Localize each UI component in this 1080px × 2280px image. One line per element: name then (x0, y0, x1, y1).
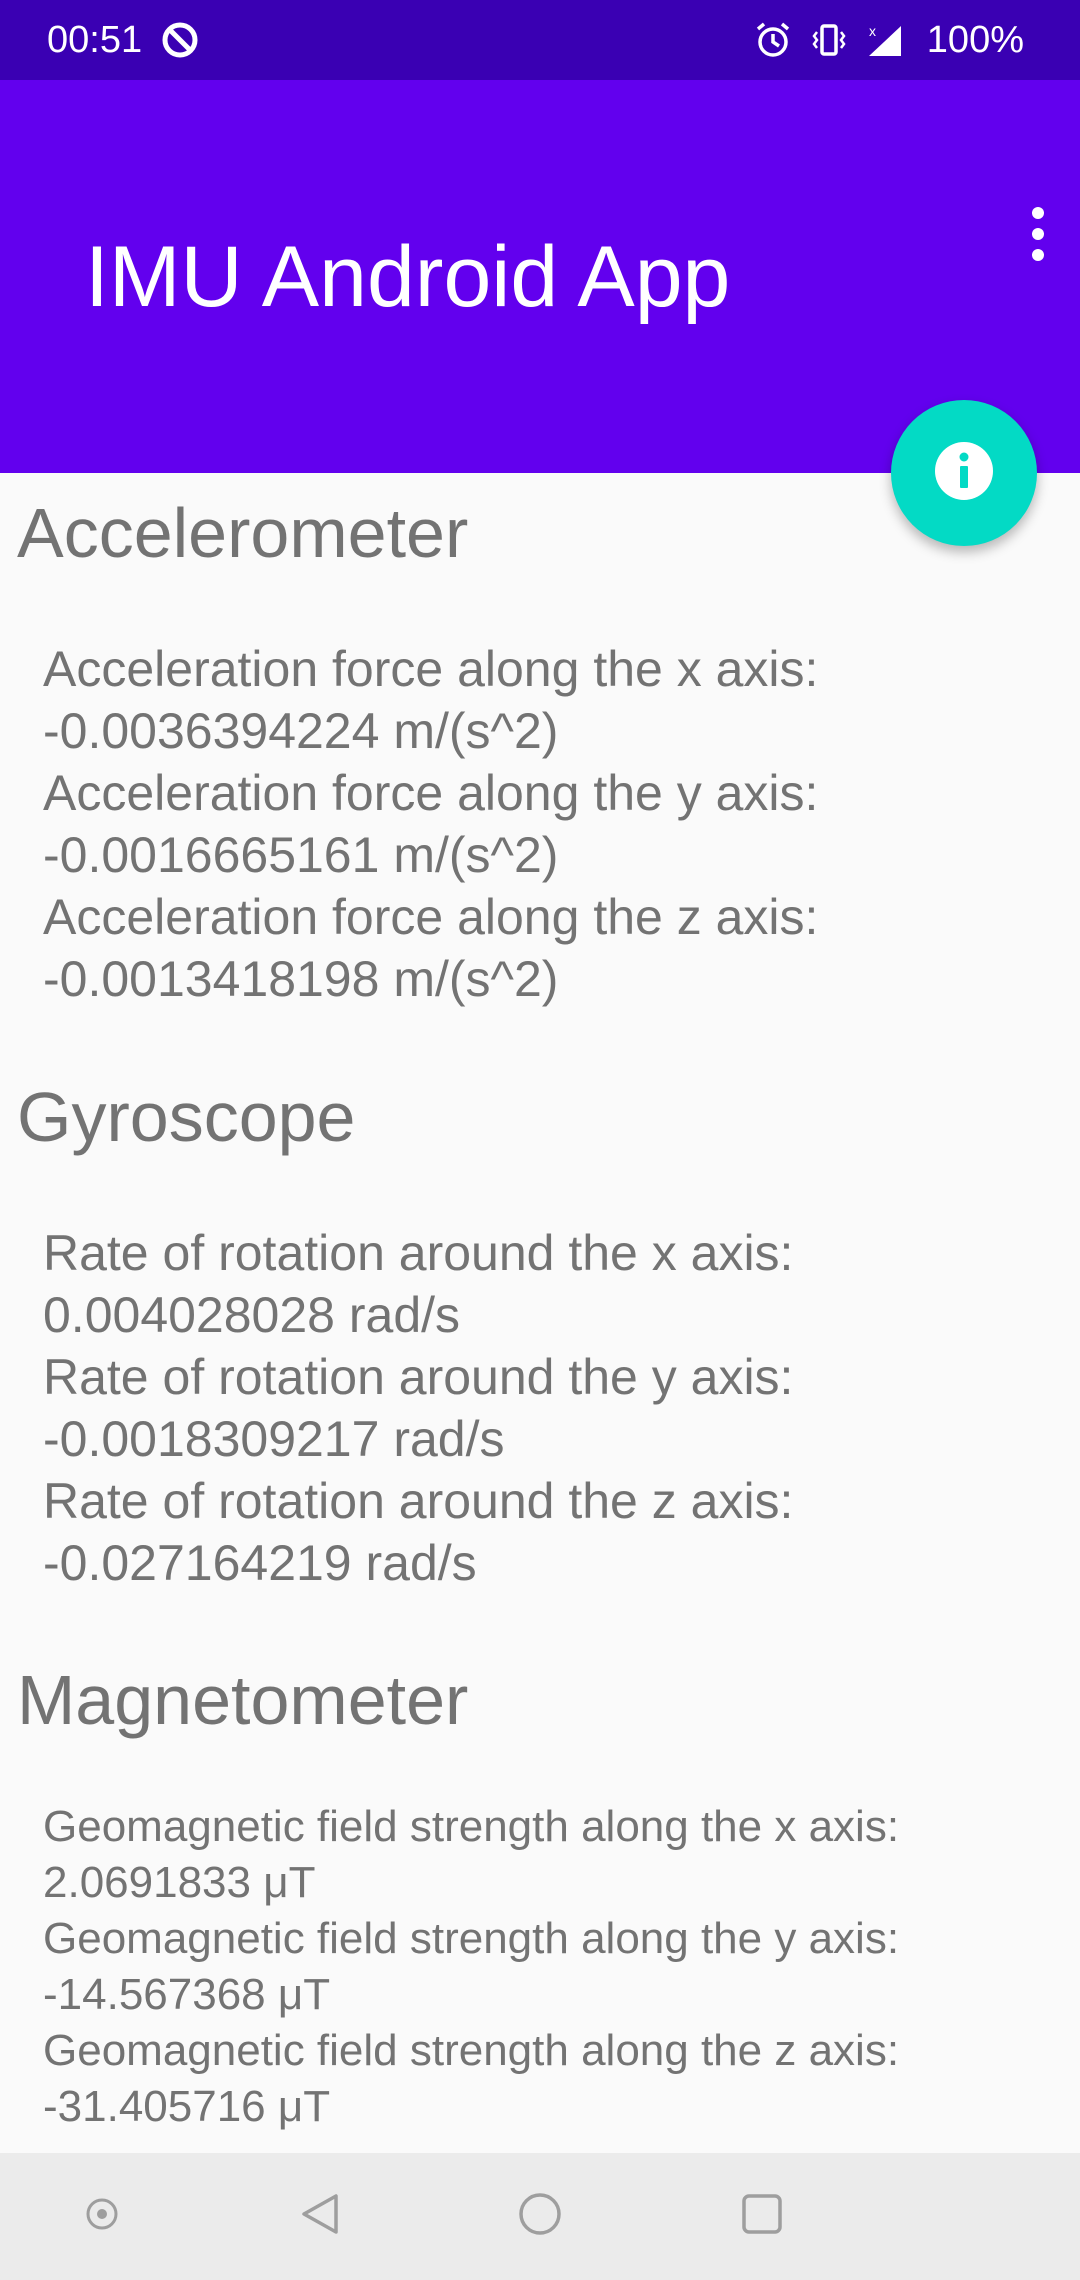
reading-label: Geomagnetic field strength along the y a… (43, 1914, 900, 1963)
gyroscope-y-reading: Rate of rotation around the y axis: -0.0… (43, 1346, 793, 1470)
reading-value: -0.0036394224 m/(s^2) (43, 703, 559, 759)
more-vert-icon[interactable] (1006, 186, 1070, 282)
reading-value: -14.567368 μT (43, 1970, 331, 2019)
info-icon (932, 439, 996, 508)
gyroscope-title: Gyroscope (17, 1078, 356, 1156)
menu-dot (1032, 207, 1044, 219)
accelerometer-y-reading: Acceleration force along the y axis: -0.… (43, 762, 818, 886)
recents-button[interactable] (702, 2153, 822, 2280)
alarm-icon (753, 20, 793, 60)
accelerometer-z-reading: Acceleration force along the z axis: -0.… (43, 886, 818, 1010)
gyroscope-z-reading: Rate of rotation around the z axis: -0.0… (43, 1470, 793, 1594)
reading-value: -0.0016665161 m/(s^2) (43, 827, 559, 883)
reading-label: Acceleration force along the y axis: (43, 765, 819, 821)
reading-label: Rate of rotation around the x axis: (43, 1225, 794, 1281)
reading-label: Geomagnetic field strength along the x a… (43, 1802, 900, 1851)
assistant-icon (82, 2194, 122, 2239)
reading-value: -0.0018309217 rad/s (43, 1411, 505, 1467)
magnetometer-z-reading: Geomagnetic field strength along the z a… (43, 2023, 899, 2135)
menu-dot (1032, 249, 1044, 261)
menu-dot (1032, 228, 1044, 240)
signal-icon: x (865, 20, 905, 60)
home-icon (516, 2190, 564, 2243)
app-title: IMU Android App (85, 229, 731, 325)
reading-value: -31.405716 μT (43, 2082, 331, 2131)
reading-label: Rate of rotation around the y axis: (43, 1349, 794, 1405)
reading-value: -0.0013418198 m/(s^2) (43, 951, 559, 1007)
magnetometer-x-reading: Geomagnetic field strength along the x a… (43, 1799, 899, 1911)
gyroscope-x-reading: Rate of rotation around the x axis: 0.00… (43, 1222, 793, 1346)
reading-value: 0.004028028 rad/s (43, 1287, 461, 1343)
navigation-bar (0, 2153, 1080, 2280)
back-icon (296, 2190, 344, 2243)
assistant-button[interactable] (42, 2153, 162, 2280)
home-button[interactable] (480, 2153, 600, 2280)
status-time: 00:51 (47, 19, 143, 61)
reading-label: Acceleration force along the z axis: (43, 889, 819, 945)
accelerometer-title: Accelerometer (17, 494, 469, 572)
reading-value: -0.027164219 rad/s (43, 1535, 477, 1591)
status-bar: 00:51 x 100 (0, 0, 1080, 80)
status-icons: x 100% (753, 16, 1024, 64)
do-not-disturb-icon (160, 20, 200, 60)
vibrate-icon (809, 20, 849, 60)
magnetometer-title: Magnetometer (17, 1661, 469, 1739)
magnetometer-y-reading: Geomagnetic field strength along the y a… (43, 1911, 899, 2023)
app-bar (0, 80, 1080, 473)
back-button[interactable] (260, 2153, 380, 2280)
reading-label: Acceleration force along the x axis: (43, 641, 819, 697)
accelerometer-x-reading: Acceleration force along the x axis: -0.… (43, 638, 818, 762)
info-fab-button[interactable] (891, 400, 1037, 546)
reading-label: Rate of rotation around the z axis: (43, 1473, 794, 1529)
reading-label: Geomagnetic field strength along the z a… (43, 2026, 900, 2075)
svg-text:x: x (869, 23, 876, 39)
battery-level: 100% (926, 19, 1024, 61)
reading-value: 2.0691833 μT (43, 1858, 316, 1907)
recents-icon (738, 2190, 786, 2243)
